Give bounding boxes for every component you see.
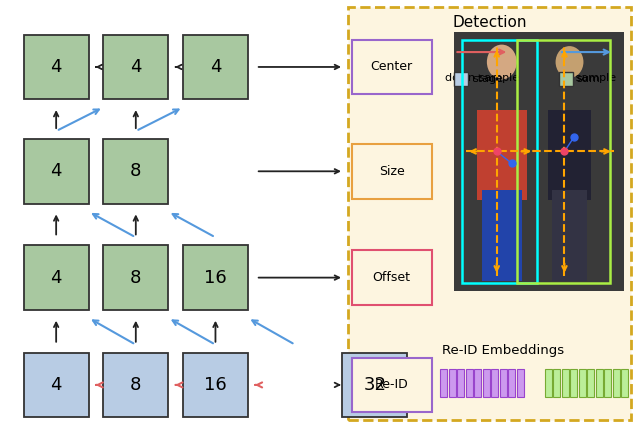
Text: Detection: Detection — [452, 15, 527, 30]
Bar — [554, 369, 561, 397]
Bar — [342, 353, 407, 417]
Bar — [440, 369, 447, 397]
Bar — [352, 358, 431, 412]
Text: up sample: up sample — [558, 73, 616, 83]
Text: 8: 8 — [130, 269, 141, 286]
Bar — [548, 110, 591, 200]
Bar — [559, 72, 573, 86]
Bar — [458, 369, 465, 397]
Bar — [474, 369, 481, 397]
Bar — [482, 190, 522, 281]
Bar — [24, 139, 88, 204]
Bar — [454, 72, 468, 86]
Text: down sample: down sample — [445, 73, 519, 83]
Bar — [449, 369, 456, 397]
Text: 8: 8 — [130, 162, 141, 181]
Bar — [352, 40, 431, 94]
Text: 16: 16 — [204, 376, 227, 394]
Bar — [562, 369, 569, 397]
Bar — [508, 369, 515, 397]
Text: 32: 32 — [364, 376, 387, 394]
Bar — [570, 369, 577, 397]
Bar — [183, 35, 248, 99]
Bar — [104, 353, 168, 417]
Bar — [24, 35, 88, 99]
Bar — [352, 250, 431, 305]
Text: Size: Size — [379, 165, 404, 178]
Bar — [477, 110, 527, 200]
Text: Re-ID Embeddings: Re-ID Embeddings — [442, 344, 564, 357]
Text: 8: 8 — [130, 376, 141, 394]
Ellipse shape — [487, 44, 516, 79]
Bar — [104, 139, 168, 204]
Text: 16: 16 — [204, 269, 227, 286]
Bar — [183, 245, 248, 310]
Bar — [466, 369, 473, 397]
Bar — [183, 353, 248, 417]
Bar — [588, 369, 595, 397]
Bar — [352, 144, 431, 199]
Bar — [604, 369, 611, 397]
Text: 4: 4 — [51, 162, 62, 181]
Bar — [104, 245, 168, 310]
Bar — [348, 7, 630, 420]
Bar — [545, 369, 552, 397]
Bar — [517, 40, 610, 283]
Text: Offset: Offset — [372, 271, 411, 284]
Text: 4: 4 — [51, 269, 62, 286]
Bar — [24, 245, 88, 310]
Bar — [462, 40, 537, 283]
Text: 4: 4 — [130, 58, 141, 76]
Bar — [516, 369, 524, 397]
Bar — [621, 369, 628, 397]
Bar — [579, 369, 586, 397]
Bar — [500, 369, 507, 397]
Ellipse shape — [556, 46, 584, 78]
Text: 4: 4 — [51, 376, 62, 394]
Bar — [612, 369, 620, 397]
Bar — [492, 369, 498, 397]
Bar — [483, 369, 490, 397]
Bar — [24, 353, 88, 417]
Text: 4: 4 — [51, 58, 62, 76]
Bar — [104, 35, 168, 99]
Text: sum: sum — [577, 74, 600, 84]
Text: Center: Center — [371, 61, 413, 74]
Text: stage: stage — [472, 74, 503, 84]
Text: 4: 4 — [210, 58, 221, 76]
Bar — [596, 369, 603, 397]
Bar — [454, 32, 623, 290]
Bar — [552, 190, 588, 281]
Text: Re-ID: Re-ID — [375, 378, 408, 392]
